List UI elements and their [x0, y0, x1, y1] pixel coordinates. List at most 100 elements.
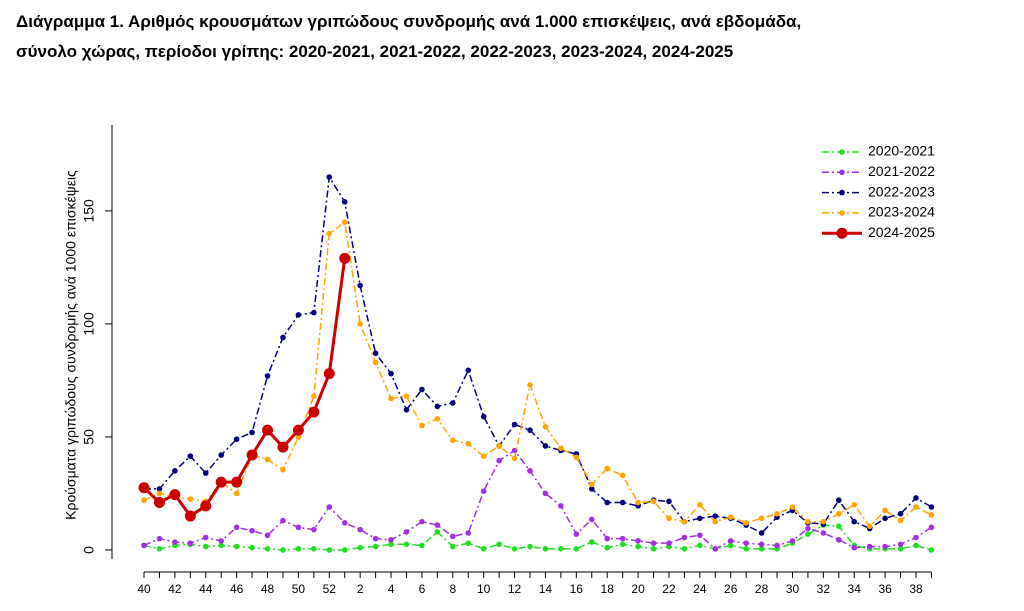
- legend-label: 2023-2024: [868, 204, 935, 220]
- series-point: [897, 510, 904, 517]
- series-point: [681, 518, 688, 525]
- series-point: [357, 544, 363, 551]
- series-point: [480, 488, 487, 494]
- series-point: [573, 454, 580, 461]
- series-point: [341, 219, 348, 225]
- series-point: [388, 370, 394, 377]
- series-point: [434, 416, 441, 422]
- series-point: [233, 490, 240, 497]
- x-tick-label: 48: [261, 582, 275, 596]
- series-point: [650, 498, 657, 505]
- legend-marker: [839, 169, 845, 176]
- series-point: [913, 504, 919, 510]
- y-tick-label: 150: [81, 199, 97, 223]
- series-point: [295, 524, 302, 531]
- legend-marker: [839, 149, 845, 155]
- x-tick-label: 10: [477, 582, 491, 596]
- series-point: [619, 472, 626, 479]
- series-point: [262, 424, 274, 436]
- series-point: [743, 520, 749, 526]
- series-point: [434, 403, 441, 410]
- x-tick-label: 42: [168, 582, 182, 596]
- series-point: [339, 252, 351, 264]
- series-point: [604, 544, 610, 551]
- series-point: [666, 540, 672, 546]
- series-point: [928, 504, 935, 510]
- series-point: [573, 531, 580, 537]
- series-point: [650, 546, 657, 552]
- series-point: [527, 543, 533, 550]
- series-point: [169, 489, 181, 501]
- series-point: [311, 546, 317, 552]
- series-point: [588, 516, 595, 523]
- series-point: [187, 496, 194, 502]
- series-point: [218, 538, 224, 544]
- legend-label: 2022-2023: [868, 183, 935, 199]
- series-point: [388, 395, 394, 402]
- series-point: [805, 531, 811, 537]
- series-point: [450, 533, 456, 540]
- series-point: [697, 501, 703, 508]
- series-point: [480, 546, 487, 552]
- series-point: [774, 510, 780, 517]
- series-point: [635, 538, 641, 544]
- series-point: [372, 359, 379, 366]
- series-point: [249, 429, 255, 436]
- series-point: [450, 437, 456, 444]
- series-point: [357, 526, 363, 533]
- x-tick-label: 16: [570, 582, 584, 596]
- series-line: [143, 449, 932, 550]
- legend-marker: [839, 189, 845, 196]
- series-point: [249, 544, 255, 551]
- series-point: [928, 512, 935, 518]
- series-point: [246, 449, 258, 461]
- series-point: [604, 465, 610, 472]
- series-point: [866, 523, 873, 530]
- series-point: [882, 507, 888, 514]
- series-point: [280, 547, 286, 553]
- series-point: [836, 497, 842, 504]
- series-point: [511, 421, 518, 428]
- series-point: [496, 443, 502, 449]
- series-point: [619, 499, 626, 506]
- series-point: [187, 540, 194, 546]
- series-point: [588, 539, 595, 545]
- series-point: [820, 530, 827, 536]
- series-point: [403, 541, 410, 548]
- x-tick-label: 34: [848, 582, 862, 596]
- series-point: [326, 547, 333, 553]
- series-point: [280, 466, 286, 473]
- series-point: [542, 546, 549, 552]
- series-point: [681, 546, 688, 552]
- series-point: [202, 543, 209, 550]
- series-point: [308, 406, 320, 418]
- legend-marker: [836, 227, 848, 239]
- series-point: [511, 455, 518, 462]
- series-point: [156, 535, 163, 542]
- series-point: [434, 522, 441, 528]
- series-point: [558, 445, 564, 452]
- legend-label: 2020-2021: [868, 143, 935, 159]
- series-point: [264, 373, 271, 379]
- series-point: [928, 524, 935, 531]
- series-point: [882, 543, 888, 550]
- series-point: [218, 542, 224, 549]
- x-tick-label: 52: [323, 582, 337, 596]
- series-point: [202, 534, 209, 541]
- y-tick-label: 50: [81, 429, 97, 445]
- x-tick-label: 28: [755, 582, 769, 596]
- series-point: [681, 534, 688, 541]
- x-tick-label: 30: [786, 582, 800, 596]
- series-point: [558, 503, 564, 509]
- x-tick-label: 22: [662, 582, 676, 596]
- x-tick-label: 14: [539, 582, 553, 596]
- x-tick-label: 20: [631, 582, 645, 596]
- series-point: [866, 543, 873, 550]
- series-point: [215, 476, 227, 488]
- series-point: [588, 486, 595, 492]
- series-point: [156, 546, 163, 552]
- series-point: [697, 532, 703, 539]
- series-point: [277, 441, 289, 453]
- series-point: [450, 543, 456, 550]
